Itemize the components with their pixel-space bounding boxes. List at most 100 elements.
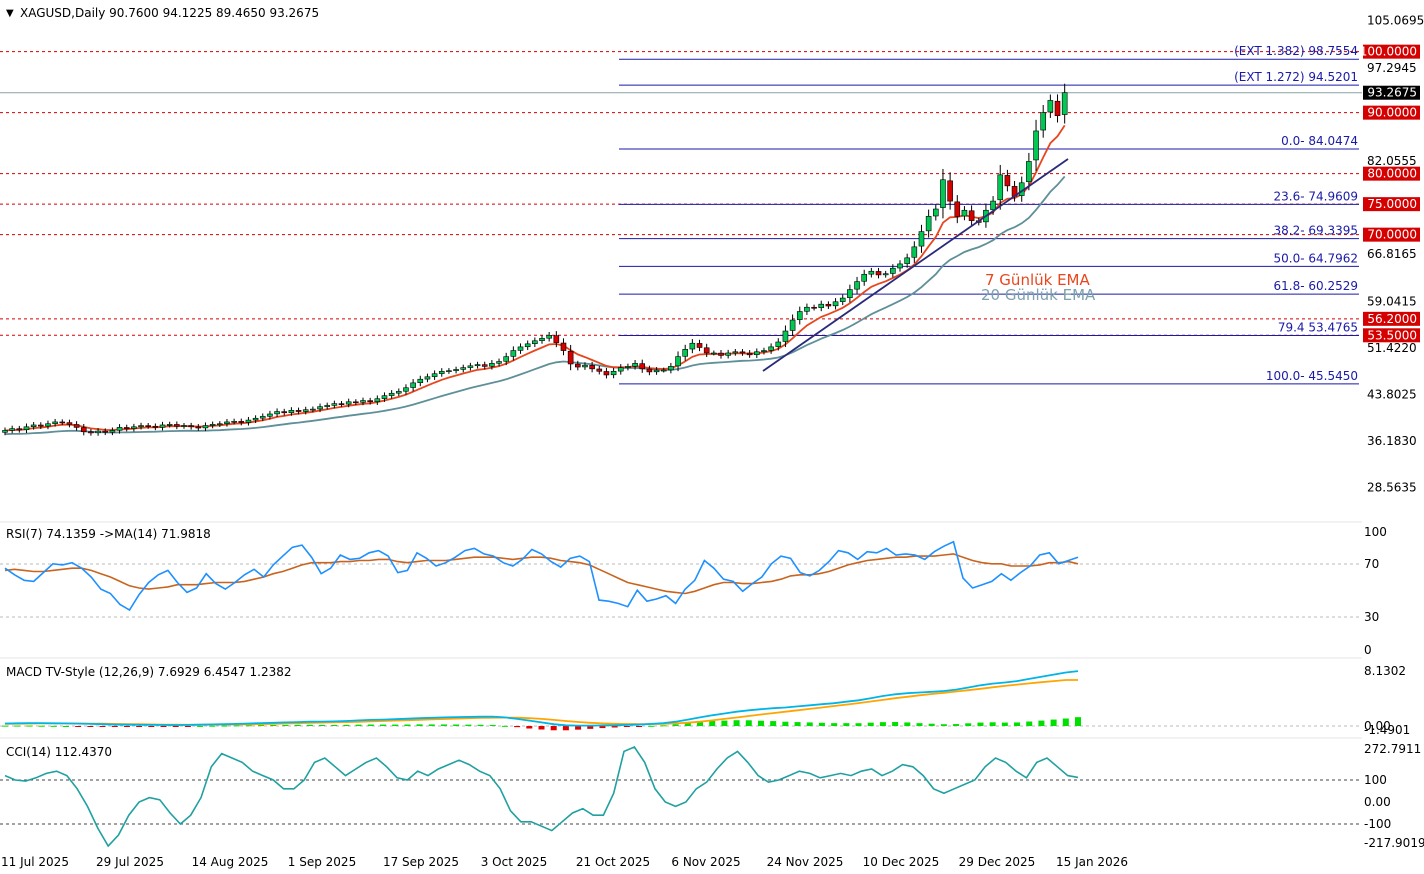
macd-histogram-bar (879, 722, 886, 726)
macd-histogram-bar (745, 720, 752, 726)
candle (123, 427, 130, 429)
price-tick-label: 82.0555 (1367, 154, 1417, 168)
macd-histogram-bar (50, 725, 57, 727)
candle (904, 257, 910, 264)
candle (818, 303, 825, 308)
ema20-line (4, 175, 1066, 435)
macd-histogram-bar (636, 726, 643, 727)
candle (288, 410, 295, 413)
candle (696, 343, 703, 348)
candle (682, 349, 689, 357)
level-badge (1363, 328, 1420, 343)
time-axis: 11 Jul 2025 29 Jul 2025 14 Aug 2025 1 Sep 2… (1, 855, 1128, 869)
candle (503, 356, 510, 362)
candle (302, 409, 309, 412)
time-tick-label: 1 Sep 2025 (288, 855, 356, 869)
candle (847, 289, 853, 298)
candle (209, 424, 216, 426)
candle (582, 364, 588, 368)
candle (481, 364, 488, 367)
macd-histogram-bar (575, 726, 582, 730)
macd-histogram-bar (282, 724, 289, 726)
macd-line (4, 670, 1079, 727)
macd-histogram-bar (184, 726, 191, 727)
macd-histogram-bar (1026, 721, 1033, 726)
candle (1026, 161, 1032, 183)
candles (2, 83, 1068, 436)
candle (997, 174, 1004, 201)
macd-histogram-bar (733, 720, 740, 726)
candle (231, 421, 237, 423)
rsi-tick-label: 30 (1364, 610, 1379, 624)
macd-histogram-bar (697, 721, 704, 726)
candle (345, 401, 352, 405)
macd-histogram-bar (404, 724, 411, 726)
candle (718, 352, 724, 356)
candle (990, 200, 996, 211)
candle (102, 430, 109, 433)
candle (510, 350, 517, 357)
candle (403, 387, 409, 392)
rsi-tick-label: 100 (1364, 525, 1387, 539)
macd-histogram-bar (489, 724, 496, 726)
candle (639, 363, 646, 370)
candle (331, 403, 338, 406)
macd-histogram-bar (953, 724, 960, 726)
candle (453, 369, 459, 371)
candle (875, 271, 882, 276)
candle (45, 423, 51, 427)
header-arrow-icon[interactable]: ▼ (6, 8, 14, 19)
macd-histogram-bar (270, 725, 277, 727)
macd-signal-line (4, 679, 1078, 726)
candle (16, 428, 23, 431)
candle (804, 306, 810, 312)
symbol-info: XAGUSD,Daily 90.7600 94.1225 89.4650 93.… (20, 6, 319, 20)
level-badge (1363, 166, 1420, 181)
macd-histogram-bar (526, 726, 533, 729)
macd-histogram-bar (806, 722, 813, 726)
price-tick-label: 43.8025 (1367, 387, 1417, 401)
candle (711, 352, 717, 355)
candle (66, 422, 73, 425)
time-tick-label: 21 Oct 2025 (576, 855, 650, 869)
candle (245, 419, 252, 423)
macd-histogram-bar (294, 724, 301, 726)
time-tick-label: 11 Jul 2025 (1, 855, 69, 869)
macd-histogram-bar (562, 726, 569, 731)
candle (660, 369, 667, 372)
level-label: 80.0000 (1367, 167, 1417, 181)
candle (947, 180, 953, 202)
macd-histogram-bar (172, 726, 179, 727)
macd-histogram-bar (892, 722, 899, 726)
candle (532, 340, 538, 344)
candle (474, 364, 481, 367)
ema7-line (4, 124, 1066, 432)
candle (761, 350, 767, 353)
fib-label: (EXT 1.272) 94.5201 (1234, 70, 1358, 84)
candle (940, 179, 946, 208)
candle (646, 368, 653, 373)
candle (596, 368, 603, 372)
fib-label: 50.0- 64.7962 (1274, 251, 1359, 265)
candle (431, 373, 438, 377)
candle (753, 351, 760, 355)
candle (961, 209, 968, 217)
candle (395, 391, 402, 394)
trend-line[interactable] (762, 158, 1069, 372)
macd-histogram-bar (99, 726, 106, 727)
fib-label: (EXT 1.382) 98.7554 (1234, 44, 1358, 58)
candle (353, 401, 359, 404)
candle (689, 342, 696, 350)
candle (968, 210, 975, 221)
candle (274, 411, 280, 415)
macd-histogram-bar (392, 724, 399, 726)
macd-histogram-bar (355, 724, 362, 726)
candle (23, 426, 30, 430)
macd-histogram-bar (660, 725, 667, 727)
candle (796, 311, 803, 320)
candle (88, 431, 94, 434)
level-label: 70.0000 (1367, 228, 1417, 242)
macd-histogram-bar (709, 720, 716, 726)
candle (73, 424, 80, 428)
macd-histogram-bar (148, 726, 155, 727)
